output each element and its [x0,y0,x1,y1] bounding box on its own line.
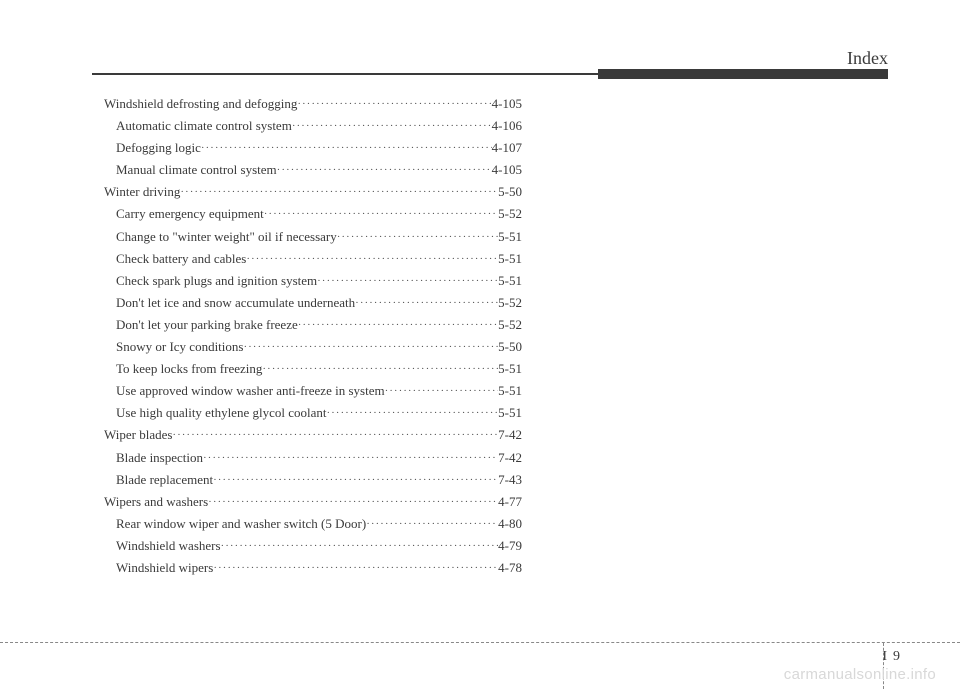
index-entry: Windshield wipers 4-78 [104,557,522,579]
entry-label: Check spark plugs and ignition system [116,270,317,292]
entry-leader-dots [213,559,498,578]
entry-leader-dots [385,382,499,401]
index-entry: Blade replacement 7-43 [104,469,522,491]
entry-label: Wiper blades [104,424,172,446]
entry-leader-dots [264,205,498,224]
entry-label: Winter driving [104,181,180,203]
entry-label: Manual climate control system [116,159,277,181]
index-entry: Automatic climate control system 4-106 [104,115,522,137]
entry-page: 5-52 [498,314,522,336]
index-entry: Winter driving 5-50 [104,181,522,203]
index-entry: Don't let your parking brake freeze 5-52 [104,314,522,336]
entry-label: Use high quality ethylene glycol coolant [116,402,326,424]
entry-page: 4-78 [498,557,522,579]
entry-label: Windshield defrosting and defogging [104,93,297,115]
entry-leader-dots [337,228,498,247]
entry-label: Blade replacement [116,469,213,491]
entry-label: Blade inspection [116,447,203,469]
index-entry: Wipers and washers 4-77 [104,491,522,513]
index-entry: Snowy or Icy conditions 5-50 [104,336,522,358]
index-entry: Check battery and cables 5-51 [104,248,522,270]
entry-page: 4-79 [498,535,522,557]
index-entry: Windshield washers 4-79 [104,535,522,557]
index-entry: Windshield defrosting and defogging 4-105 [104,93,522,115]
entry-page: 4-105 [492,159,522,181]
entry-leader-dots [326,404,498,423]
entry-page: 4-80 [498,513,522,535]
page-container: Index Windshield defrosting and defoggin… [0,0,960,689]
entry-label: Don't let ice and snow accumulate undern… [116,292,355,314]
index-entry: Carry emergency equipment 5-52 [104,203,522,225]
index-entry: Manual climate control system 4-105 [104,159,522,181]
entry-leader-dots [208,493,498,512]
entry-label: Defogging logic [116,137,201,159]
entry-leader-dots [292,117,492,136]
entry-leader-dots [221,537,499,556]
footer-horizontal-rule [0,642,960,643]
watermark: carmanualsonline.info [784,666,936,683]
entry-label: Don't let your parking brake freeze [116,314,298,336]
entry-page: 4-77 [498,491,522,513]
entry-page: 7-43 [498,469,522,491]
entry-leader-dots [366,515,498,534]
index-entry: Defogging logic 4-107 [104,137,522,159]
index-entry: Rear window wiper and washer switch (5 D… [104,513,522,535]
entry-page: 5-52 [498,203,522,225]
entry-leader-dots [203,449,498,468]
entry-label: Rear window wiper and washer switch (5 D… [116,513,366,535]
entry-label: Windshield washers [116,535,221,557]
entry-leader-dots [243,338,498,357]
index-entry: To keep locks from freezing 5-51 [104,358,522,380]
page-section: I [882,649,887,665]
index-content: Windshield defrosting and defogging 4-105… [92,93,522,579]
entry-label: Snowy or Icy conditions [116,336,243,358]
entry-page: 5-52 [498,292,522,314]
entry-label: To keep locks from freezing [116,358,262,380]
entry-leader-dots [172,426,498,445]
index-entry: Change to "winter weight" oil if necessa… [104,226,522,248]
entry-page: 7-42 [498,424,522,446]
header: Index [92,48,888,69]
entry-label: Automatic climate control system [116,115,292,137]
entry-page: 5-50 [498,336,522,358]
entry-page: 5-51 [498,270,522,292]
entry-label: Change to "winter weight" oil if necessa… [116,226,337,248]
entry-label: Windshield wipers [116,557,213,579]
entry-leader-dots [317,272,498,291]
entry-leader-dots [246,250,498,269]
index-entry: Use approved window washer anti-freeze i… [104,380,522,402]
entry-page: 5-51 [498,226,522,248]
entry-leader-dots [297,95,491,114]
entry-leader-dots [180,183,498,202]
entry-page: 5-51 [498,380,522,402]
index-entry: Blade inspection 7-42 [104,447,522,469]
entry-page: 5-51 [498,402,522,424]
index-entry: Check spark plugs and ignition system 5-5… [104,270,522,292]
entry-leader-dots [201,139,492,158]
entry-page: 4-105 [492,93,522,115]
entry-leader-dots [355,294,498,313]
header-title: Index [847,48,888,69]
entry-label: Use approved window washer anti-freeze i… [116,380,385,402]
entry-leader-dots [213,471,498,490]
entry-page: 5-50 [498,181,522,203]
page-num: 9 [893,649,900,665]
page-number: I 9 [882,649,900,665]
entry-page: 5-51 [498,358,522,380]
entry-page: 7-42 [498,447,522,469]
entry-leader-dots [262,360,498,379]
entry-label: Wipers and washers [104,491,208,513]
index-entry: Don't let ice and snow accumulate undern… [104,292,522,314]
header-rule [92,73,888,75]
entry-page: 4-107 [492,137,522,159]
entry-label: Carry emergency equipment [116,203,264,225]
entry-page: 5-51 [498,248,522,270]
index-entry: Use high quality ethylene glycol coolant… [104,402,522,424]
entry-leader-dots [298,316,498,335]
entry-leader-dots [277,161,492,180]
index-entry: Wiper blades 7-42 [104,424,522,446]
entry-label: Check battery and cables [116,248,246,270]
entry-page: 4-106 [492,115,522,137]
